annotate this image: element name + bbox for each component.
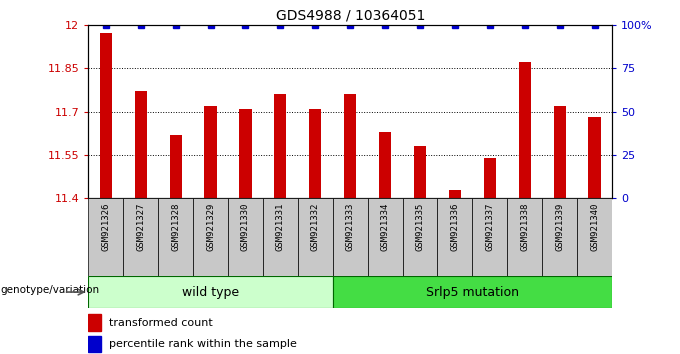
- FancyBboxPatch shape: [333, 276, 612, 308]
- Bar: [88, 336, 101, 352]
- Bar: [333, 198, 368, 276]
- Text: wild type: wild type: [182, 286, 239, 298]
- Bar: [403, 198, 437, 276]
- Bar: [414, 146, 426, 198]
- Bar: [577, 198, 612, 276]
- Text: GSM921332: GSM921332: [311, 202, 320, 251]
- Bar: [449, 189, 461, 198]
- Bar: [228, 198, 263, 276]
- Bar: [135, 91, 147, 198]
- Bar: [274, 94, 286, 198]
- Bar: [379, 132, 391, 198]
- Bar: [205, 106, 217, 198]
- Bar: [263, 198, 298, 276]
- Bar: [473, 198, 507, 276]
- Text: GSM921340: GSM921340: [590, 202, 599, 251]
- Text: GSM921339: GSM921339: [555, 202, 564, 251]
- Bar: [542, 198, 577, 276]
- Text: GSM921333: GSM921333: [345, 202, 355, 251]
- Bar: [483, 158, 496, 198]
- Text: GSM921327: GSM921327: [136, 202, 146, 251]
- Text: GSM921337: GSM921337: [486, 202, 494, 251]
- Bar: [88, 314, 101, 331]
- Text: GSM921328: GSM921328: [171, 202, 180, 251]
- Bar: [100, 33, 112, 198]
- Bar: [158, 198, 193, 276]
- Text: GSM921330: GSM921330: [241, 202, 250, 251]
- Title: GDS4988 / 10364051: GDS4988 / 10364051: [275, 8, 425, 22]
- Bar: [309, 109, 322, 198]
- Text: transformed count: transformed count: [109, 318, 213, 327]
- Text: GSM921326: GSM921326: [101, 202, 110, 251]
- Bar: [193, 198, 228, 276]
- Bar: [239, 109, 252, 198]
- Bar: [298, 198, 333, 276]
- FancyBboxPatch shape: [88, 276, 333, 308]
- Text: GSM921336: GSM921336: [450, 202, 460, 251]
- Bar: [123, 198, 158, 276]
- Bar: [368, 198, 403, 276]
- Text: GSM921331: GSM921331: [276, 202, 285, 251]
- Text: GSM921334: GSM921334: [381, 202, 390, 251]
- Text: GSM921338: GSM921338: [520, 202, 529, 251]
- Bar: [88, 198, 123, 276]
- Bar: [519, 62, 531, 198]
- Bar: [588, 117, 600, 198]
- Text: GSM921335: GSM921335: [415, 202, 424, 251]
- Bar: [437, 198, 473, 276]
- Text: genotype/variation: genotype/variation: [0, 285, 99, 296]
- Text: Srlp5 mutation: Srlp5 mutation: [426, 286, 519, 298]
- Bar: [507, 198, 542, 276]
- Bar: [554, 106, 566, 198]
- Text: GSM921329: GSM921329: [206, 202, 215, 251]
- Bar: [344, 94, 356, 198]
- Text: percentile rank within the sample: percentile rank within the sample: [109, 339, 297, 349]
- Bar: [169, 135, 182, 198]
